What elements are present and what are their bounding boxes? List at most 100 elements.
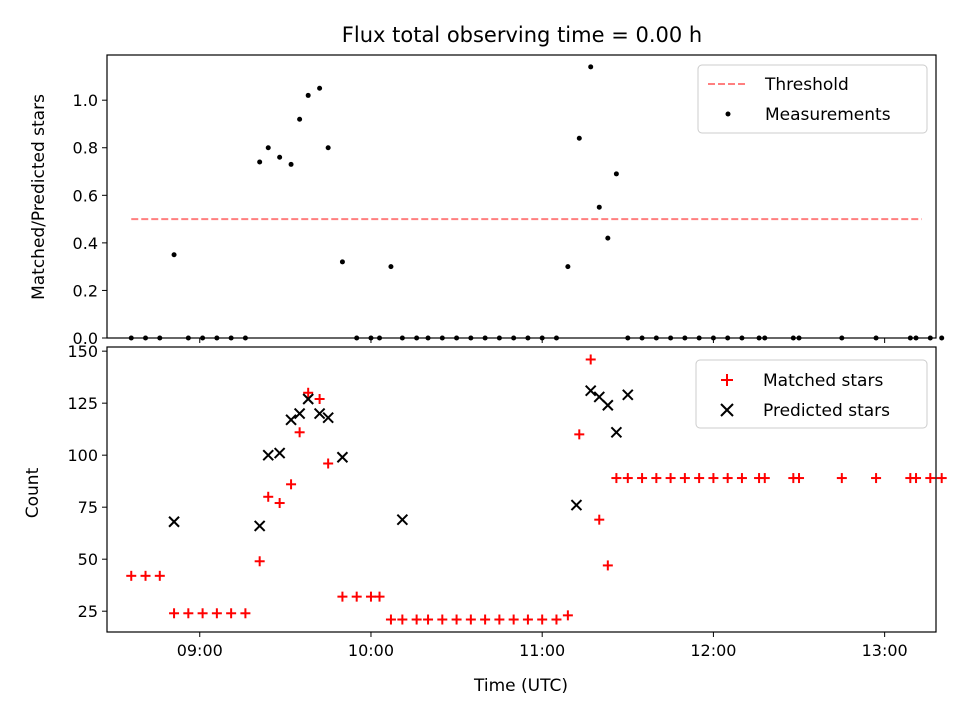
bottom-y-tick-label: 25	[78, 602, 98, 621]
matched-stars-point	[759, 473, 770, 484]
measurements-point	[588, 64, 594, 70]
bottom-x-tick-label: 11:00	[519, 641, 565, 660]
matched-stars-point	[794, 473, 805, 484]
matched-stars-point	[397, 614, 408, 625]
matched-stars-point	[494, 614, 505, 625]
predicted-stars-point	[584, 384, 597, 397]
matched-stars-point	[385, 614, 396, 625]
matched-stars-point	[263, 491, 274, 502]
matched-stars-point	[183, 608, 194, 619]
bottom-y-tick-label: 100	[67, 446, 98, 465]
matched-stars-point	[374, 591, 385, 602]
matched-stars-point	[736, 473, 747, 484]
predicted-stars-point	[593, 391, 605, 403]
matched-stars-point	[665, 473, 676, 484]
matched-stars-point	[240, 608, 251, 619]
predicted-stars-point	[322, 412, 334, 424]
predicted-stars-point	[602, 399, 614, 411]
matched-stars-point	[562, 610, 573, 621]
matched-stars-point	[480, 614, 491, 625]
matched-stars-point	[611, 473, 622, 484]
bottom-y-ticks: 25 50 75 100 125 150	[67, 342, 107, 621]
predicted-stars-point	[273, 447, 286, 459]
legend-matched-label: Matched stars	[763, 371, 883, 391]
matched-stars-point	[836, 473, 847, 484]
top-legend-box	[697, 64, 928, 134]
measurements-point	[317, 85, 323, 91]
predicted-stars-point	[262, 449, 274, 461]
predicted-stars-point	[302, 393, 314, 405]
top-y-tick-label: 0.6	[73, 186, 98, 205]
top-legend: Threshold Measurements	[697, 64, 928, 134]
top-y-tick-label: 0.8	[73, 139, 98, 158]
matched-stars-point	[602, 560, 613, 571]
matched-stars-point	[294, 427, 305, 438]
bottom-y-tick-label: 150	[67, 342, 98, 361]
matched-stars-point	[226, 608, 237, 619]
measurements-point	[265, 145, 271, 151]
bottom-x-tick-label: 09:00	[177, 641, 223, 660]
matched-stars-point	[169, 608, 180, 619]
matched-stars-point	[465, 614, 476, 625]
legend-threshold-label: Threshold	[764, 75, 849, 95]
top-axes-frame	[106, 54, 937, 339]
matched-stars-point	[154, 570, 165, 581]
bottom-y-axis-label: Count	[23, 467, 43, 518]
measurements-point	[171, 252, 177, 258]
top-y-ticks: 0.0 0.2 0.4 0.6 0.8 1.0	[73, 91, 107, 348]
matched-stars-point	[911, 473, 922, 484]
bottom-x-ticks: 09:00 10:00 11:00 12:00 13:00	[177, 632, 908, 660]
predicted-stars-point	[396, 513, 409, 526]
bottom-panel: Count Time (UTC) 25 50 75 100 125 150 09:00 10…	[23, 342, 947, 696]
top-y-tick-label: 0.0	[73, 329, 98, 348]
measurements-point	[297, 116, 303, 122]
bottom-axes-frame	[106, 346, 937, 633]
matched-stars-point	[594, 514, 605, 525]
matched-stars-point	[211, 608, 222, 619]
matched-stars-point	[622, 473, 633, 484]
measurements-point	[939, 335, 945, 341]
matched-stars-point	[551, 614, 562, 625]
matched-stars-point	[351, 591, 362, 602]
bottom-legend: Matched stars Predicted stars	[695, 359, 928, 429]
matched-stars-point	[585, 354, 596, 365]
measurements-point	[565, 264, 571, 270]
predicted-stars-point	[610, 426, 623, 438]
measurements-point	[596, 204, 602, 210]
matched-stars-point	[451, 614, 462, 625]
matched-stars-point	[871, 473, 882, 484]
predicted-stars-point	[336, 451, 349, 463]
matched-stars-point	[423, 614, 434, 625]
bottom-plot-area	[126, 354, 947, 625]
measurements-point	[257, 159, 263, 165]
matched-stars-point	[365, 591, 376, 602]
measurements-point	[277, 154, 283, 160]
matched-stars-point	[337, 591, 348, 602]
matched-stars-point	[197, 608, 208, 619]
bottom-x-tick-label: 12:00	[690, 641, 736, 660]
matched-stars-point	[694, 473, 705, 484]
matched-stars-point	[274, 498, 285, 509]
matched-stars-point	[537, 614, 548, 625]
matched-stars-point	[522, 614, 533, 625]
legend-measurements-swatch	[725, 111, 731, 117]
matched-stars-point	[254, 556, 265, 567]
bottom-y-tick-label: 125	[67, 394, 98, 413]
bottom-legend-box	[695, 359, 928, 429]
matched-stars-point	[637, 473, 648, 484]
matched-stars-point	[936, 473, 947, 484]
measurements-point	[605, 235, 611, 241]
bottom-y-tick-label: 75	[78, 498, 98, 517]
top-x-ticks	[199, 338, 886, 343]
measurements-point	[613, 171, 619, 177]
legend-matched-swatch	[721, 374, 733, 386]
bottom-y-tick-label: 50	[78, 550, 98, 569]
matched-stars-point	[925, 473, 936, 484]
measurements-point	[388, 264, 394, 270]
matched-stars-point	[679, 473, 690, 484]
top-y-tick-label: 0.4	[73, 234, 98, 253]
matched-stars-point	[323, 458, 334, 469]
legend-measurements-label: Measurements	[765, 105, 891, 125]
matched-stars-point	[708, 473, 719, 484]
